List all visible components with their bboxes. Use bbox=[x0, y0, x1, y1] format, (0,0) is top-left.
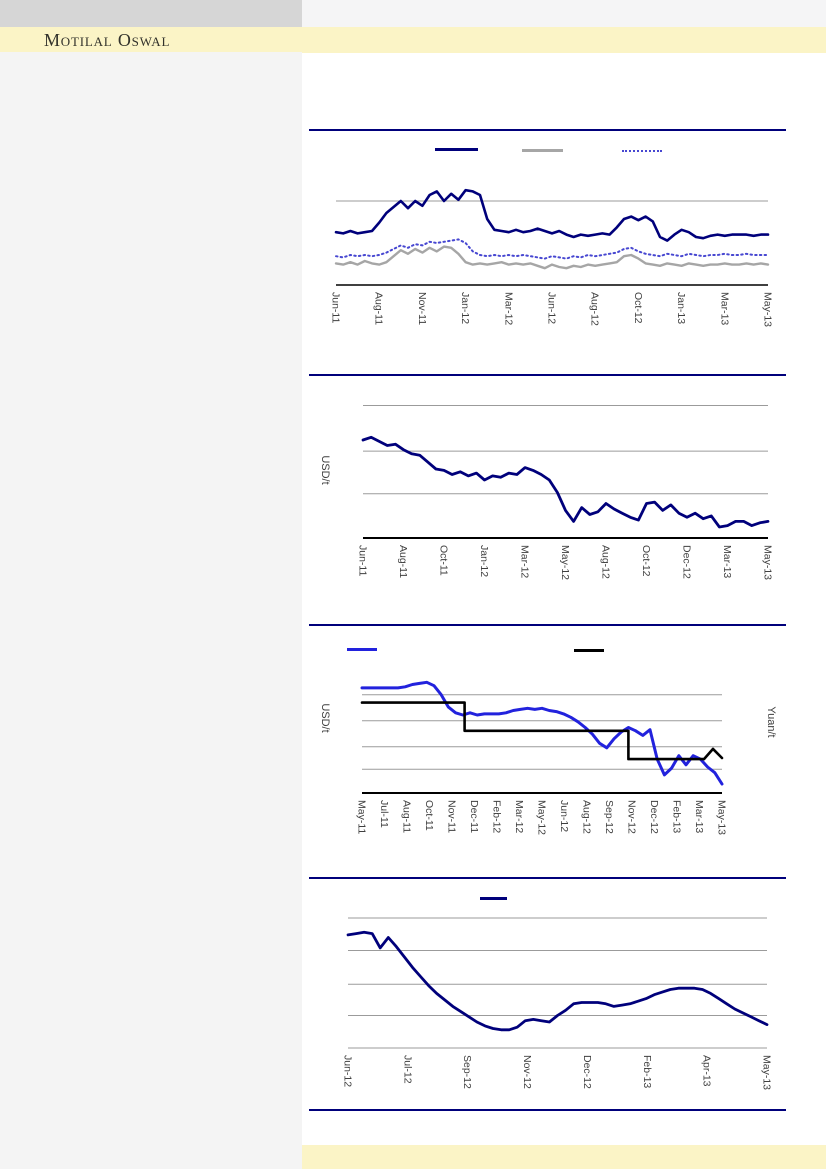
y-axis-title: USD/t bbox=[319, 455, 331, 485]
x-tick-label: Aug-11 bbox=[373, 292, 385, 325]
x-tick-label: Mar-12 bbox=[519, 545, 531, 578]
x-tick-label: May-13 bbox=[762, 545, 774, 580]
x-tick-label: Feb-12 bbox=[491, 800, 503, 833]
x-tick-label: Dec-12 bbox=[681, 545, 693, 579]
x-tick-label: Jun-12 bbox=[342, 1055, 354, 1087]
x-tick-label: Jun-12 bbox=[546, 292, 558, 324]
x-tick-label: Oct-12 bbox=[632, 292, 644, 324]
x-tick-label: May-12 bbox=[559, 545, 571, 580]
series-navy-solid bbox=[346, 930, 769, 1032]
x-tick-label: Sep-12 bbox=[461, 1055, 473, 1089]
x-tick-label: Aug-11 bbox=[401, 800, 413, 833]
section-divider bbox=[309, 1109, 786, 1111]
x-tick-label: Dec-11 bbox=[468, 800, 480, 833]
section-divider bbox=[309, 374, 786, 376]
price-index-chart-canvas: Jun-12 Jul-12 Sep-12 Nov-12 Dec-12 Feb-13 Apr-… bbox=[342, 917, 773, 1090]
x-tick-label: Jun-12 bbox=[558, 800, 570, 832]
secondary-y-axis-title: Yuan/t bbox=[765, 706, 777, 738]
x-tick-label: Nov-11 bbox=[446, 800, 458, 833]
legend-line-sample-black bbox=[574, 649, 604, 652]
top-right-bar bbox=[302, 0, 826, 27]
x-tick-label: Feb-13 bbox=[671, 800, 683, 833]
legend-line-sample-navy bbox=[435, 148, 478, 151]
x-tick-label: Aug-11 bbox=[397, 545, 409, 578]
x-tick-label: Aug-12 bbox=[600, 545, 612, 579]
price-trend-chart-canvas: Jun-11 Aug-11 Nov-11 Jan-12 Mar-12 Jun-12 Aug-… bbox=[330, 188, 774, 327]
x-tick-label: Oct-11 bbox=[423, 800, 435, 831]
x-tick-label: Aug-12 bbox=[589, 292, 601, 326]
x-tick-label: May-11 bbox=[356, 800, 368, 834]
x-tick-label: Mar-13 bbox=[693, 800, 705, 833]
series-blue-dotted bbox=[335, 238, 769, 260]
brand-band: Motilal Oswal bbox=[0, 27, 826, 53]
section-divider bbox=[309, 877, 786, 879]
x-tick-label: Nov-12 bbox=[626, 800, 638, 834]
x-tick-label: Dec-12 bbox=[648, 800, 660, 834]
x-tick-label: Oct-11 bbox=[438, 545, 450, 576]
x-tick-label: May-13 bbox=[716, 800, 728, 835]
x-tick-label: Mar-13 bbox=[718, 292, 730, 325]
y-axis-title: USD/t bbox=[319, 703, 331, 733]
x-tick-label: Jan-12 bbox=[478, 545, 490, 577]
x-tick-label: Dec-12 bbox=[581, 1055, 593, 1089]
legend-line-sample-gray bbox=[522, 149, 563, 152]
footer-band bbox=[302, 1145, 826, 1169]
section-divider bbox=[309, 624, 786, 626]
x-tick-label: Apr-13 bbox=[701, 1055, 713, 1087]
x-tick-label: May-12 bbox=[536, 800, 548, 835]
left-margin-column bbox=[0, 52, 302, 1169]
series-gray-solid bbox=[334, 245, 770, 270]
brand-logo-text: Motilal Oswal bbox=[44, 30, 171, 50]
x-tick-label: Mar-13 bbox=[721, 545, 733, 578]
x-tick-label: May-13 bbox=[761, 1055, 773, 1090]
series-navy-solid bbox=[361, 435, 770, 529]
x-tick-label: Jan-12 bbox=[459, 292, 471, 324]
top-left-bar bbox=[0, 0, 302, 27]
x-tick-label: Mar-12 bbox=[513, 800, 525, 833]
x-tick-label: Oct-12 bbox=[640, 545, 652, 577]
x-tick-label: Sep-12 bbox=[603, 800, 615, 834]
x-tick-label: Jul-11 bbox=[378, 800, 390, 828]
legend-line-sample-blue bbox=[347, 648, 377, 651]
x-tick-label: Feb-13 bbox=[641, 1055, 653, 1088]
x-tick-label: Jun-11 bbox=[330, 292, 342, 323]
series-blue-solid bbox=[360, 680, 724, 786]
section-divider bbox=[309, 129, 786, 131]
x-tick-label: Mar-12 bbox=[502, 292, 514, 325]
series-black-step bbox=[360, 701, 724, 761]
x-tick-label: Aug-12 bbox=[581, 800, 593, 834]
usd-price-chart-canvas: Jun-11 Aug-11 Oct-11 Jan-12 Mar-12 May-12 Aug-… bbox=[357, 405, 774, 580]
series-navy-solid bbox=[334, 188, 770, 242]
x-tick-label: Nov-12 bbox=[521, 1055, 533, 1089]
x-tick-label: Jun-11 bbox=[357, 545, 369, 576]
legend-line-sample-dotted bbox=[622, 150, 662, 152]
x-tick-label: May-13 bbox=[762, 292, 774, 327]
usd-yuan-price-chart-canvas: May-11 Jul-11 Aug-11 Oct-11 Nov-11 Dec-11 Feb-… bbox=[356, 680, 728, 835]
x-tick-label: Nov-11 bbox=[416, 292, 428, 325]
x-tick-label: Jan-13 bbox=[675, 292, 687, 324]
legend-line-sample-navy bbox=[480, 897, 507, 900]
x-tick-label: Jul-12 bbox=[401, 1055, 413, 1084]
